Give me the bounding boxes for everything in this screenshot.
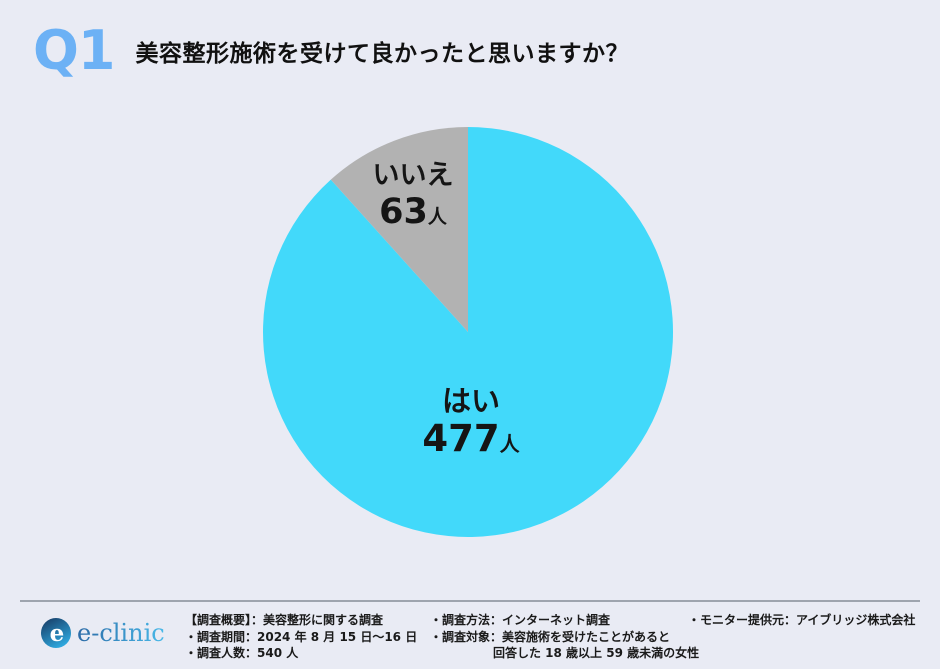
- brand-name: e-clinic: [77, 619, 165, 647]
- survey-monitor-line: ・モニター提供元：アイブリッジ株式会社: [688, 613, 916, 627]
- pie-slice-no: [330, 127, 468, 332]
- survey-overview-line: 【調査概要】：美容整形に関する調査: [185, 613, 384, 627]
- footer-divider: [20, 600, 920, 602]
- logo-letter: e: [50, 620, 65, 647]
- question-number: Q1: [33, 19, 115, 82]
- pie-chart-svg: [263, 127, 674, 537]
- survey-method-column: ・調査方法：インターネット調査 ・調査対象：美容施術を受けたことがあると 回答し…: [430, 612, 699, 662]
- slice-no-label: いいえ: [372, 160, 454, 191]
- brand-logo-svg: e e-clinic: [41, 618, 165, 648]
- footer: e e-clinic 【調査概要】：美容整形に関する調査 ・調査期間：2024 …: [0, 606, 940, 669]
- brand-logo: e e-clinic: [40, 615, 170, 655]
- question-title: 美容整形施術を受けて良かったと思いますか？: [135, 41, 629, 67]
- survey-target-line2: 回答した 18 歳以上 59 歳未満の女性: [493, 646, 700, 660]
- survey-overview-column: 【調査概要】：美容整形に関する調査 ・調査期間：2024 年 8 月 15 日～…: [185, 612, 417, 662]
- pie-chart: いいえ 63人 はい 477人: [261, 125, 675, 539]
- survey-method-line: ・調査方法：インターネット調査: [430, 613, 611, 627]
- slice-no-value: 63人: [379, 192, 447, 233]
- survey-period-line: ・調査期間：2024 年 8 月 15 日～16 日: [185, 629, 418, 644]
- slice-label-no: いいえ 63人: [372, 160, 454, 233]
- pie-slice-yes: [263, 127, 674, 537]
- question-header: Q1 美容整形施術を受けて良かったと思いますか？: [33, 24, 629, 78]
- slice-yes-value: 477人: [422, 417, 520, 461]
- survey-target-line: ・調査対象：美容施術を受けたことがあると: [430, 629, 671, 644]
- slice-yes-label: はい: [441, 384, 501, 418]
- survey-count-line: ・調査人数：540 人: [185, 646, 299, 660]
- logo-circle-icon: [41, 618, 71, 648]
- survey-monitor-column: ・モニター提供元：アイブリッジ株式会社: [688, 612, 915, 629]
- slice-label-yes: はい 477人: [422, 385, 519, 459]
